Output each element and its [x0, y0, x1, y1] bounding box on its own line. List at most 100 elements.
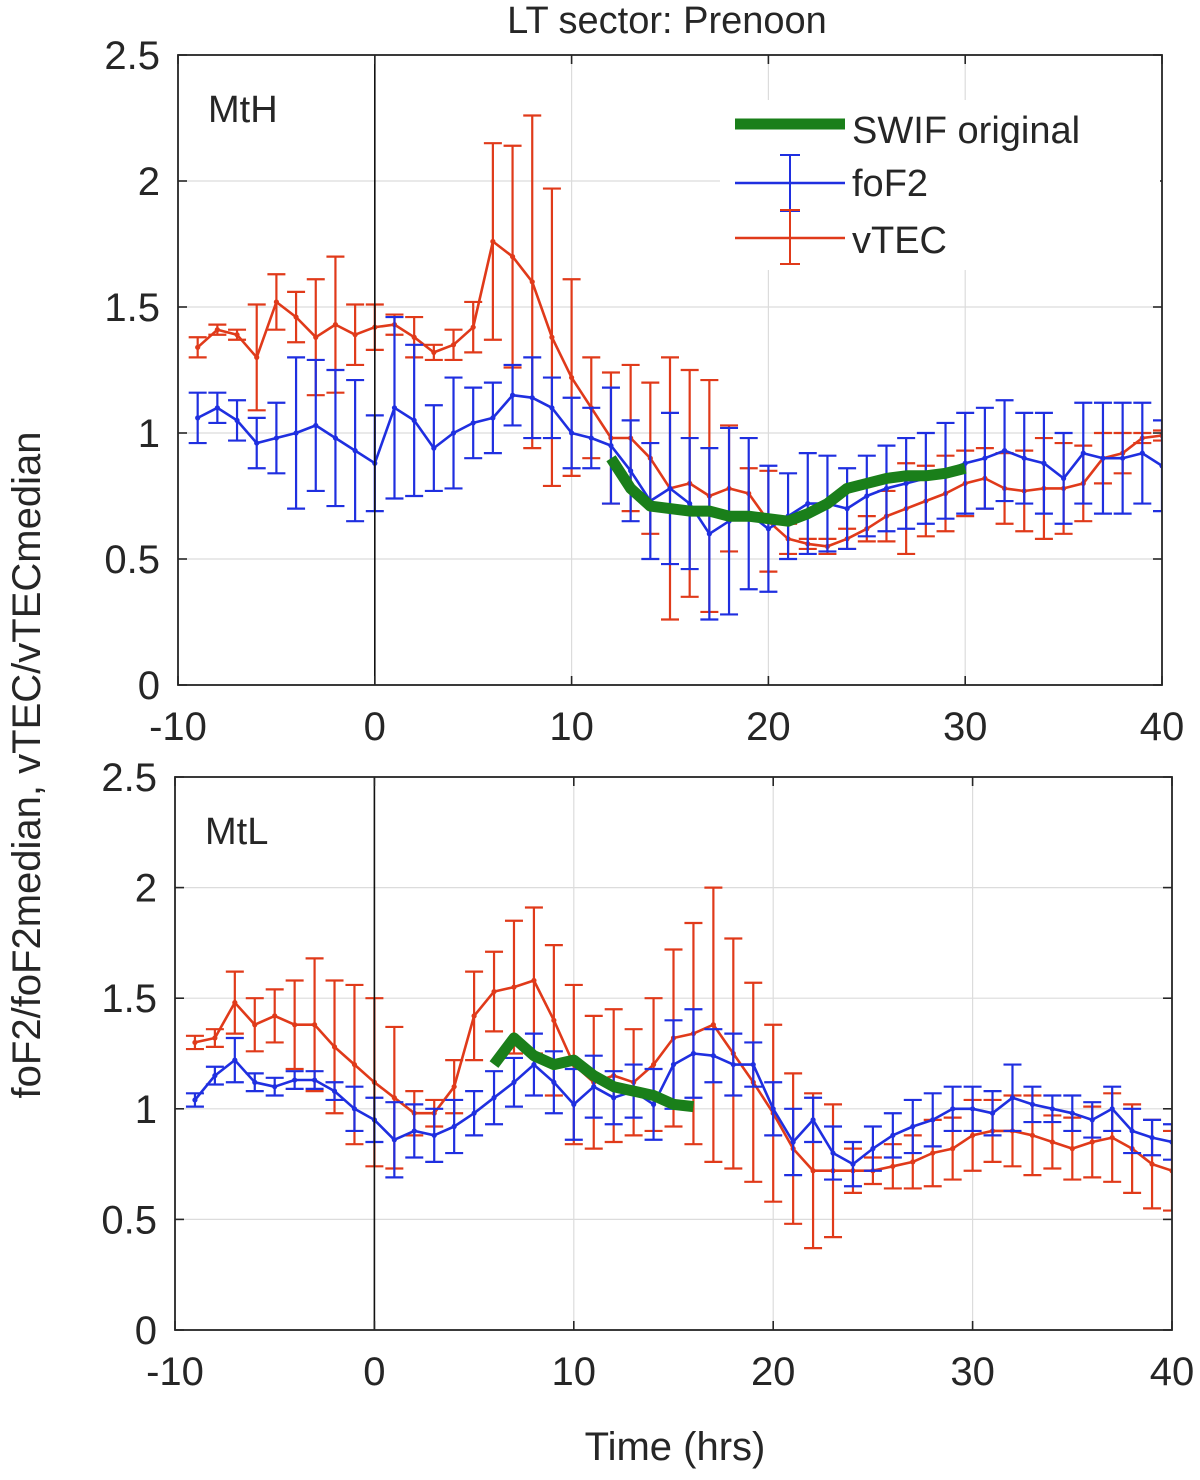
data-point-vtec — [1089, 1139, 1095, 1145]
data-point-fof2 — [1021, 455, 1027, 461]
data-point-vtec — [192, 1039, 198, 1046]
data-point-vtec — [214, 327, 220, 333]
legend-entry-vtec: vTEC — [735, 209, 947, 265]
data-point-vtec — [810, 1168, 816, 1174]
data-point-vtec — [491, 988, 497, 995]
data-point-fof2 — [950, 1106, 956, 1112]
data-point-vtec — [569, 374, 575, 381]
data-point-fof2 — [273, 435, 279, 441]
data-point-vtec — [1109, 1134, 1115, 1141]
y-tick-label: 0 — [135, 1309, 157, 1353]
series-swif — [489, 1032, 695, 1113]
y-tick-label: 2.5 — [104, 34, 160, 78]
data-point-fof2 — [431, 445, 437, 451]
data-point-fof2 — [571, 1101, 577, 1107]
data-point-fof2 — [313, 422, 319, 429]
data-point-fof2 — [706, 531, 712, 537]
data-point-vtec — [471, 1013, 477, 1019]
data-point-fof2 — [628, 468, 634, 474]
data-point-vtec — [212, 1035, 218, 1041]
data-point-vtec — [391, 1095, 397, 1101]
data-point-vtec — [292, 1022, 298, 1028]
series-swif — [606, 455, 967, 527]
data-point-fof2 — [765, 526, 772, 532]
y-tick-label: 2 — [135, 867, 157, 911]
data-point-fof2 — [509, 392, 516, 398]
data-point-fof2 — [411, 1128, 417, 1134]
data-point-fof2 — [252, 1079, 258, 1085]
data-point-fof2 — [864, 493, 870, 499]
data-point-fof2 — [588, 435, 594, 441]
data-point-fof2 — [450, 430, 457, 436]
data-point-fof2 — [770, 1106, 776, 1112]
data-point-vtec — [451, 1084, 457, 1090]
data-point-vtec — [511, 984, 517, 990]
data-point-vtec — [272, 1013, 278, 1019]
data-point-vtec — [549, 334, 555, 340]
data-point-fof2 — [293, 430, 299, 436]
data-point-fof2 — [212, 1073, 218, 1079]
x-tick-label: 40 — [1150, 1350, 1195, 1394]
y-tick-label: 2 — [138, 160, 160, 204]
data-point-fof2 — [1109, 1106, 1115, 1112]
data-point-vtec — [252, 1022, 258, 1028]
data-point-fof2 — [254, 440, 260, 446]
data-point-vtec — [930, 1150, 936, 1156]
data-point-vtec — [509, 254, 516, 260]
data-point-fof2 — [830, 1150, 836, 1156]
data-point-vtec — [710, 1022, 716, 1028]
data-point-fof2 — [490, 415, 496, 421]
data-point-fof2 — [551, 1079, 557, 1085]
data-point-fof2 — [1129, 1128, 1135, 1134]
y-tick-label: 2.5 — [101, 756, 157, 800]
data-point-fof2 — [195, 415, 201, 421]
axes-box — [177, 54, 1163, 686]
data-point-fof2 — [710, 1053, 716, 1059]
x-tick-label: -10 — [146, 1350, 204, 1394]
legend-label-swif: SWIF original — [852, 110, 1080, 152]
data-point-vtec — [352, 332, 358, 338]
data-point-fof2 — [608, 443, 614, 449]
data-point-vtec — [1069, 1146, 1075, 1152]
legend-label-fof2: foF2 — [852, 163, 928, 205]
data-point-vtec — [470, 324, 476, 330]
data-point-fof2 — [292, 1077, 298, 1083]
data-point-vtec — [313, 334, 319, 340]
data-point-fof2 — [471, 1110, 477, 1116]
legend-entry-fof2: foF2 — [735, 154, 928, 212]
data-point-fof2 — [890, 1132, 896, 1138]
data-point-vtec — [1029, 1132, 1036, 1138]
y-tick-label: 1.5 — [104, 286, 160, 330]
data-point-fof2 — [805, 500, 811, 507]
data-point-fof2 — [1089, 1117, 1095, 1123]
data-point-vtec — [273, 299, 279, 305]
data-point-fof2 — [611, 1095, 617, 1101]
data-point-fof2 — [214, 405, 220, 411]
data-point-fof2 — [591, 1084, 597, 1090]
y-tick-label: 1 — [135, 1088, 157, 1132]
data-point-fof2 — [1049, 1106, 1055, 1112]
data-point-vtec — [311, 1022, 318, 1028]
series-fof2 — [188, 315, 1162, 621]
data-point-fof2 — [232, 1057, 238, 1063]
x-tick-label: 10 — [552, 1350, 597, 1394]
data-point-fof2 — [1069, 1110, 1075, 1116]
data-point-fof2 — [1080, 450, 1086, 456]
x-tick-label: 20 — [746, 705, 791, 749]
axes-box — [174, 776, 1173, 1331]
data-point-fof2 — [844, 506, 850, 512]
x-tick-label: -10 — [149, 705, 207, 749]
panel-label: MtL — [205, 811, 268, 853]
data-point-fof2 — [391, 405, 398, 411]
data-point-fof2 — [790, 1139, 796, 1145]
y-tick-label: 0 — [138, 664, 160, 708]
data-point-fof2 — [1029, 1101, 1036, 1107]
data-point-fof2 — [989, 1110, 996, 1116]
x-tick-label: 30 — [950, 1350, 995, 1394]
data-point-fof2 — [1100, 455, 1106, 461]
legend-label-vtec: vTEC — [852, 220, 947, 262]
y-tick-label: 1.5 — [101, 977, 157, 1021]
